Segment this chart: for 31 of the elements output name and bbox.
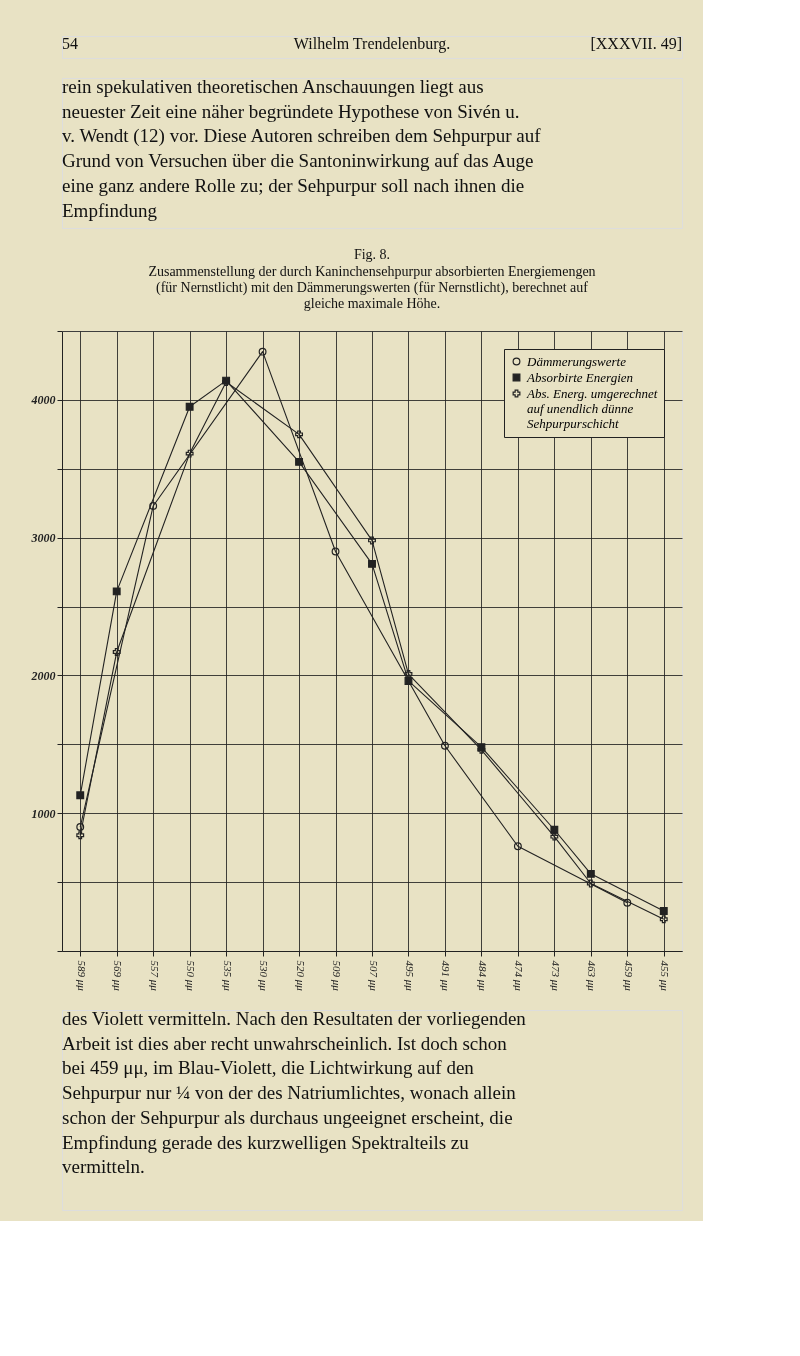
legend-label: Abs. Energ. umgerechnet auf unendlich dünne Sehpurpurschicht <box>526 385 658 431</box>
text: des Violett vermitteln. Nach den Resultaten der vorliegenden Arbeit ist dies aber recht unwahrscheinlich. Ist doch schon bei 459 μμ, im Blau-Violett, die Lichtwirkung auf den Sehpurpur nur ¼ von der des Natriumlichtes, wonach allein schon der Sehpurpur als durchaus ungeeignet erscheint, die Empfindung gerade des kurzwelligen Spektralteils zu vermitteln. <box>62 1008 527 1178</box>
legend-label: Absorbirte Energien <box>526 369 634 385</box>
legend-label: Dämmerungswerte <box>526 353 627 369</box>
chart-title: Fig. 8. <box>353 247 391 262</box>
text: rein spekulativen theoretischen Anschauungen liegt aus neuester Zeit eine näher begründete Hypothese von Sivén u. v. Wendt (12) vor. Diese Autoren schreiben dem Sehpurpur auf Grund von Versuchen über die Santoninwirkung auf das Auge eine ganz andere Rolle zu; der Sehpurpur soll nach ihnen die Empfindung <box>62 76 542 221</box>
x-tick-label: 474 μμ <box>513 960 526 992</box>
x-tick-label: 569 μμ <box>112 960 125 992</box>
x-tick-label: 495 μμ <box>403 960 416 992</box>
x-tick-label: 557 μμ <box>148 960 161 992</box>
x-tick-label: 463 μμ <box>586 960 599 992</box>
x-tick-label: 459 μμ <box>622 960 635 992</box>
x-tick-label: 455 μμ <box>659 960 672 992</box>
x-tick-label: 530 μμ <box>258 960 271 992</box>
x-tick-label: 491 μμ <box>440 960 453 992</box>
x-tick-label: 520 μμ <box>294 960 307 992</box>
chart-subtitle: Zusammenstellung der durch Kaninchensehpurpur absorbierten Energiemengen (für Nernstlicht) mit den Dämmerungswerten (für Nernstlicht), berechnet auf gleiche maximale Höhe. <box>148 264 596 311</box>
y-tick-label: 3000 <box>30 531 56 546</box>
text: [XXXVII. 49] <box>590 35 682 52</box>
x-tick-label: 535 μμ <box>221 960 234 992</box>
y-tick-label: 2000 <box>30 668 56 683</box>
text: Wilhelm Trendelenburg. <box>293 35 451 53</box>
x-tick-label: 509 μμ <box>331 960 344 992</box>
x-tick-label: 589 μμ <box>75 960 88 992</box>
x-tick-label: 550 μμ <box>185 960 198 992</box>
y-tick-label: 4000 <box>30 393 56 408</box>
x-tick-label: 473 μμ <box>549 960 562 992</box>
text: 54 <box>62 35 78 52</box>
y-tick-label: 1000 <box>31 806 56 821</box>
x-tick-label: 484 μμ <box>476 960 489 992</box>
x-tick-label: 507 μμ <box>367 960 380 992</box>
